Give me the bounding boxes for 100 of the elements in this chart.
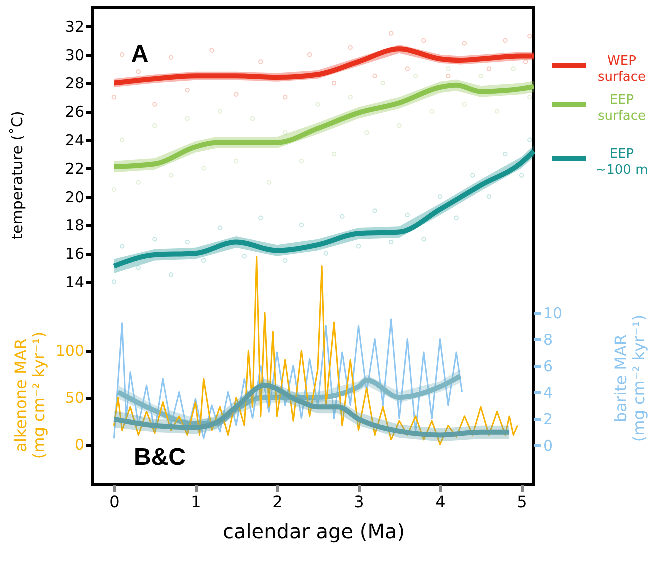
point bbox=[201, 166, 206, 171]
point bbox=[258, 216, 264, 220]
point bbox=[283, 130, 288, 136]
point bbox=[283, 95, 288, 100]
y3-tick-label: 0 bbox=[74, 436, 84, 454]
line-series bbox=[113, 318, 464, 440]
x-tick-label: 3 bbox=[354, 492, 364, 512]
point bbox=[397, 123, 402, 128]
y-tick-label: 18 bbox=[65, 216, 84, 235]
point bbox=[112, 187, 117, 192]
point bbox=[413, 74, 418, 79]
y2-tick-label: 2 bbox=[544, 410, 554, 428]
annotation: B&C bbox=[134, 444, 186, 471]
point bbox=[528, 34, 532, 39]
point bbox=[112, 95, 117, 100]
point bbox=[478, 74, 484, 79]
y-tick-label: 14 bbox=[65, 273, 84, 292]
point bbox=[462, 102, 468, 107]
point bbox=[405, 66, 410, 72]
point bbox=[405, 212, 410, 218]
point bbox=[523, 60, 528, 64]
point bbox=[470, 173, 476, 178]
point bbox=[168, 173, 174, 178]
point bbox=[136, 70, 142, 74]
point bbox=[528, 138, 532, 142]
y2-tick-label: 0 bbox=[544, 436, 554, 455]
point bbox=[388, 240, 394, 245]
x-tick-label: 5 bbox=[517, 492, 528, 512]
y2-tick-label: 4 bbox=[544, 384, 554, 402]
point bbox=[218, 226, 223, 230]
point bbox=[364, 130, 370, 136]
point bbox=[316, 102, 320, 107]
point bbox=[242, 254, 247, 259]
point bbox=[299, 158, 304, 164]
point bbox=[324, 251, 329, 256]
point bbox=[503, 152, 508, 157]
legend-label: EEP ~100 m bbox=[596, 147, 648, 178]
y-axis-title: temperature (˚C) bbox=[8, 111, 26, 240]
point bbox=[185, 88, 190, 93]
line-series bbox=[113, 256, 518, 446]
point bbox=[234, 92, 239, 97]
y3-tick-label: 100 bbox=[56, 342, 84, 360]
y-tick-label: 16 bbox=[65, 245, 84, 264]
x-tick-label: 4 bbox=[436, 492, 446, 512]
point bbox=[307, 52, 312, 58]
point bbox=[250, 116, 256, 122]
point bbox=[372, 74, 378, 79]
x-axis-title: calendar age (Ma) bbox=[222, 520, 406, 544]
point bbox=[120, 138, 125, 142]
point bbox=[446, 74, 451, 79]
x-tick-label: 1 bbox=[191, 492, 202, 512]
y-tick-label: 26 bbox=[65, 103, 84, 122]
point bbox=[299, 222, 304, 228]
x-tick-label: 2 bbox=[272, 492, 283, 512]
point bbox=[332, 152, 337, 157]
point bbox=[356, 244, 362, 249]
point bbox=[120, 244, 125, 249]
point bbox=[446, 66, 451, 72]
point bbox=[486, 66, 492, 72]
y-tick-label: 22 bbox=[65, 160, 84, 178]
point bbox=[266, 180, 272, 185]
point bbox=[372, 208, 378, 214]
point bbox=[152, 123, 158, 128]
point bbox=[388, 31, 394, 36]
point bbox=[168, 55, 174, 60]
annotation: A bbox=[131, 41, 149, 68]
point bbox=[152, 102, 158, 107]
y-tick-label: 24 bbox=[65, 132, 84, 150]
point bbox=[422, 237, 426, 242]
point bbox=[380, 80, 386, 86]
point bbox=[168, 272, 174, 278]
point bbox=[283, 258, 288, 264]
point bbox=[494, 109, 500, 114]
y-tick-label: 28 bbox=[65, 74, 84, 93]
y-tick-label: 32 bbox=[65, 18, 84, 36]
point bbox=[340, 214, 345, 220]
y2-tick-label: 10 bbox=[544, 304, 563, 322]
y-tick-label: 20 bbox=[65, 188, 84, 206]
point bbox=[486, 194, 492, 200]
point bbox=[348, 95, 353, 100]
y-tick-label: 30 bbox=[65, 46, 84, 64]
point bbox=[152, 237, 158, 242]
point bbox=[528, 95, 532, 100]
point bbox=[120, 52, 125, 58]
point bbox=[332, 80, 337, 86]
point bbox=[136, 180, 142, 185]
y3-tick-label: 50 bbox=[65, 389, 84, 408]
y2-axis-title: barite MAR (mg cm⁻² kyr⁻¹) bbox=[612, 314, 648, 442]
point bbox=[258, 60, 264, 64]
point bbox=[201, 258, 206, 264]
point bbox=[511, 66, 516, 72]
point bbox=[422, 38, 426, 44]
point bbox=[218, 109, 223, 114]
point bbox=[348, 45, 353, 50]
point bbox=[519, 173, 524, 178]
point bbox=[185, 240, 190, 245]
y3-axis-title: alkenone MAR (mg cm⁻² kyr⁻¹) bbox=[12, 332, 48, 460]
point bbox=[234, 158, 239, 164]
point bbox=[112, 280, 117, 284]
point bbox=[136, 265, 142, 270]
